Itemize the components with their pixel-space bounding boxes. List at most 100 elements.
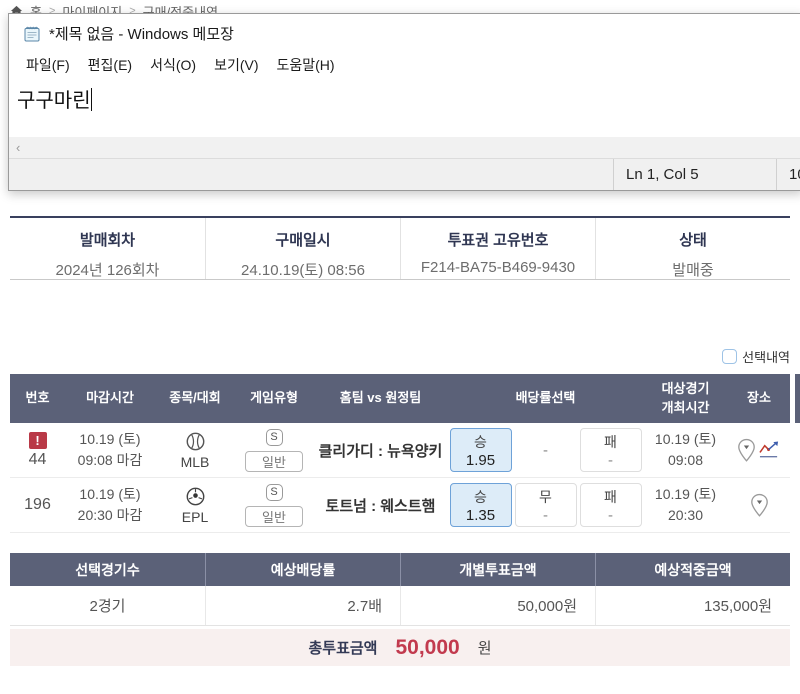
odds-chart-icon[interactable] (758, 440, 781, 461)
cell-odds: 승 1.95 - 패 - (448, 428, 643, 472)
total-bet-row: 총투표금액 50,000 원 (10, 629, 790, 666)
alert-badge: ! (28, 431, 47, 449)
game-type-s-badge: S (265, 483, 283, 501)
odds-value: - (608, 451, 613, 469)
notepad-window[interactable]: *제목 없음 - Windows 메모장 파일(F) 편집(E) 서식(O) 보… (8, 13, 800, 191)
odds-value: 1.35 (465, 506, 496, 524)
info-ticket-number: 투표권 고유번호 F214-BA75-B469-9430 (400, 218, 595, 279)
cell-match: 클리가디 : 뉴욕양키 (313, 440, 448, 461)
info-label: 발매회차 (79, 232, 136, 249)
game-number: 196 (24, 496, 51, 513)
breadcrumb-home[interactable]: 홈 (30, 4, 42, 20)
info-label: 상태 (679, 232, 707, 249)
status-cursor-position: Ln 1, Col 5 (613, 159, 776, 190)
odds-label: 승 (474, 433, 487, 450)
match-time-text: 10.19 (토) 20:30 (654, 486, 717, 523)
summary-games-value: 2경기 (89, 598, 126, 615)
summary-expected-value: 135,000원 (595, 586, 790, 625)
summary-odds-value: 2.7배 (205, 586, 400, 625)
summary-col-games: 선택경기수 (75, 561, 140, 578)
deadline-text: 10.19 (토) 20:30 마감 (77, 486, 143, 523)
cell-place (728, 438, 790, 463)
odds-label: 승 (474, 488, 487, 505)
location-pin-icon[interactable] (737, 438, 756, 463)
horizontal-scrollbar[interactable]: ‹ (9, 137, 800, 158)
status-zoom-level: 100% (776, 159, 800, 190)
game-number: 44 (28, 450, 47, 468)
odds-lose-button[interactable]: 패 - (579, 428, 642, 472)
summary-table: 선택경기수 예상배당률 개별투표금액 예상적중금액 2경기 2.7배 50,00… (10, 553, 790, 626)
menu-file[interactable]: 파일(F) (26, 57, 70, 73)
menu-edit[interactable]: 편집(E) (87, 57, 133, 73)
info-value: 2024년 126회차 (55, 262, 160, 279)
col-header-no: 번호 (25, 390, 50, 406)
location-pin-icon[interactable] (750, 493, 769, 518)
info-label: 투표권 고유번호 (447, 232, 549, 249)
odds-win-button[interactable]: 승 1.95 (449, 428, 512, 472)
bet-table: 번호 마감시간 종목/대회 게임유형 홈팀 vs 원정팀 배당률선택 대상경기 … (10, 374, 790, 533)
cell-sport: MLB (155, 431, 235, 470)
notepad-menubar: 파일(F) 편집(E) 서식(O) 보기(V) 도움말(H) (9, 48, 800, 81)
cell-number: ! 44 (10, 431, 65, 469)
cell-match: 토트넘 : 웨스트햄 (313, 495, 448, 516)
info-label: 구매일시 (275, 232, 331, 249)
info-status: 상태 발매중 (595, 218, 790, 279)
notepad-text: 구구마린 (17, 90, 91, 112)
cell-sport: EPL (155, 486, 235, 525)
selection-toggle[interactable]: 선택내역 (722, 347, 790, 366)
selection-checkbox[interactable] (722, 349, 738, 364)
league-name: EPL (181, 508, 209, 525)
menu-help[interactable]: 도움말(H) (276, 57, 335, 73)
cell-match-time: 10.19 (토) 09:08 (643, 429, 728, 471)
scroll-left-arrow-icon[interactable]: ‹ (16, 140, 21, 155)
odds-label: 무 (539, 488, 552, 505)
cell-odds: 승 1.35 무 - 패 - (448, 483, 643, 527)
cell-deadline: 10.19 (토) 20:30 마감 (65, 484, 155, 526)
match-teams: 토트넘 : 웨스트햄 (325, 497, 436, 515)
cell-number: 196 (10, 496, 65, 514)
col-header-game-type: 게임유형 (250, 390, 298, 406)
odds-value: 1.95 (465, 451, 496, 469)
col-header-sport: 종목/대회 (169, 390, 221, 406)
odds-value: - (608, 506, 613, 524)
cell-game-type: S 일반 (235, 428, 313, 472)
notepad-window-title: *제목 없음 - Windows 메모장 (49, 26, 234, 43)
cell-match-time: 10.19 (토) 20:30 (643, 484, 728, 526)
selection-label: 선택내역 (742, 350, 790, 365)
purchase-info-table: 발매회차 2024년 126회차 구매일시 24.10.19(토) 08:56 … (10, 216, 790, 280)
breadcrumb-separator: > (48, 5, 56, 17)
total-label: 총투표금액 (308, 640, 378, 657)
info-round: 발매회차 2024년 126회차 (10, 218, 205, 279)
table-row: ! 44 10.19 (토) 09:08 마감 MLB S 일반 클리가디 : … (10, 423, 790, 478)
text-caret (90, 88, 92, 111)
baseball-icon (186, 432, 204, 450)
game-type-label: 일반 (245, 505, 303, 527)
menu-view[interactable]: 보기(V) (214, 57, 259, 73)
odds-win-button[interactable]: 승 1.35 (449, 483, 512, 527)
odds-lose-button[interactable]: 패 - (579, 483, 642, 527)
summary-header: 선택경기수 예상배당률 개별투표금액 예상적중금액 (10, 553, 790, 586)
odds-draw-button[interactable]: 무 - (514, 483, 577, 527)
cell-place (728, 493, 790, 518)
notepad-statusbar: Ln 1, Col 5 100% (9, 158, 800, 190)
match-time-text: 10.19 (토) 09:08 (654, 431, 717, 468)
notepad-titlebar[interactable]: *제목 없음 - Windows 메모장 (9, 14, 800, 48)
summary-col-odds: 예상배당률 (205, 553, 400, 586)
info-value: 24.10.19(토) 08:56 (241, 262, 365, 279)
breadcrumb-separator: > (129, 5, 136, 17)
odds-label: 패 (604, 488, 617, 505)
match-teams: 클리가디 : 뉴욕양키 (318, 442, 443, 460)
league-name: MLB (180, 453, 210, 470)
col-header-odds: 배당률선택 (515, 390, 576, 406)
bet-table-header: 번호 마감시간 종목/대회 게임유형 홈팀 vs 원정팀 배당률선택 대상경기 … (10, 374, 790, 423)
menu-format[interactable]: 서식(O) (150, 57, 197, 73)
summary-values: 2경기 2.7배 50,000원 135,000원 (10, 586, 790, 626)
odds-value: - (543, 506, 548, 524)
odds-label: 패 (604, 433, 617, 450)
game-type-label: 일반 (245, 450, 303, 472)
notepad-text-area[interactable]: 구구마린 (9, 81, 800, 139)
deadline-text: 10.19 (토) 09:08 마감 (77, 431, 143, 468)
col-header-match-time: 대상경기 개최시간 (661, 381, 710, 415)
total-unit: 원 (477, 640, 492, 657)
